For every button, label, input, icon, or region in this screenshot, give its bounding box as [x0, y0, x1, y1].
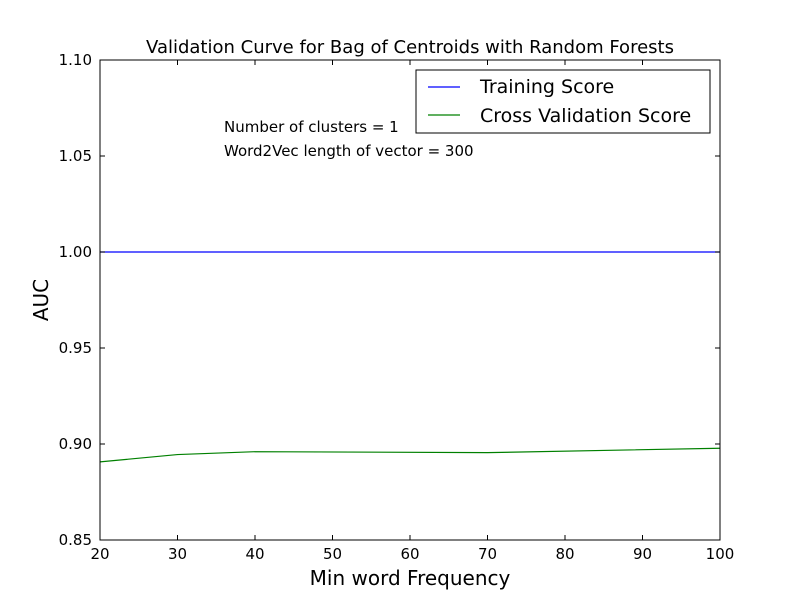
x-tick-label: 90 — [633, 545, 652, 563]
x-tick-label: 40 — [245, 545, 264, 563]
x-tick-label: 70 — [478, 545, 497, 563]
legend-label-cross-validation-score: Cross Validation Score — [480, 105, 691, 127]
x-tick-label: 30 — [168, 545, 187, 563]
y-axis-label: AUC — [29, 279, 53, 321]
y-tick-label: 1.00 — [59, 243, 92, 261]
x-tick-label: 50 — [323, 545, 342, 563]
legend-box — [415, 69, 711, 134]
y-tick-label: 0.85 — [59, 531, 92, 549]
legend: Training Score Cross Validation Score — [415, 69, 711, 134]
annotation-vector-length: Word2Vec length of vector = 300 — [224, 142, 474, 160]
annotation-clusters: Number of clusters = 1 — [224, 118, 399, 136]
chart-title: Validation Curve for Bag of Centroids wi… — [146, 37, 674, 58]
series-line-cross-validation-score — [99, 447, 721, 463]
y-tick-label: 1.10 — [59, 51, 92, 69]
y-tick-label: 0.95 — [59, 339, 92, 357]
plot-area: 20 30 40 50 60 70 80 90 100 0.85 0.90 0.95 1.00 1.05 1… — [59, 51, 735, 563]
x-tick-label: 60 — [400, 545, 419, 563]
x-tick-label: 100 — [706, 545, 735, 563]
y-tick-label: 0.90 — [59, 435, 92, 453]
x-tick-label: 20 — [90, 545, 109, 563]
y-tick-label: 1.05 — [59, 147, 92, 165]
legend-label-training-score: Training Score — [479, 76, 614, 98]
plot-frame — [99, 59, 721, 541]
x-axis-label: Min word Frequency — [310, 566, 511, 590]
x-tick-label: 80 — [555, 545, 574, 563]
